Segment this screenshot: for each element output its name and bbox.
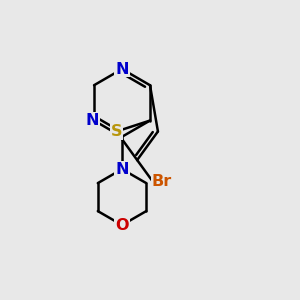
Text: N: N <box>115 162 129 177</box>
Text: S: S <box>111 124 122 139</box>
Text: O: O <box>115 218 129 232</box>
Text: Br: Br <box>152 174 172 189</box>
Text: N: N <box>86 113 99 128</box>
Text: N: N <box>115 61 129 76</box>
